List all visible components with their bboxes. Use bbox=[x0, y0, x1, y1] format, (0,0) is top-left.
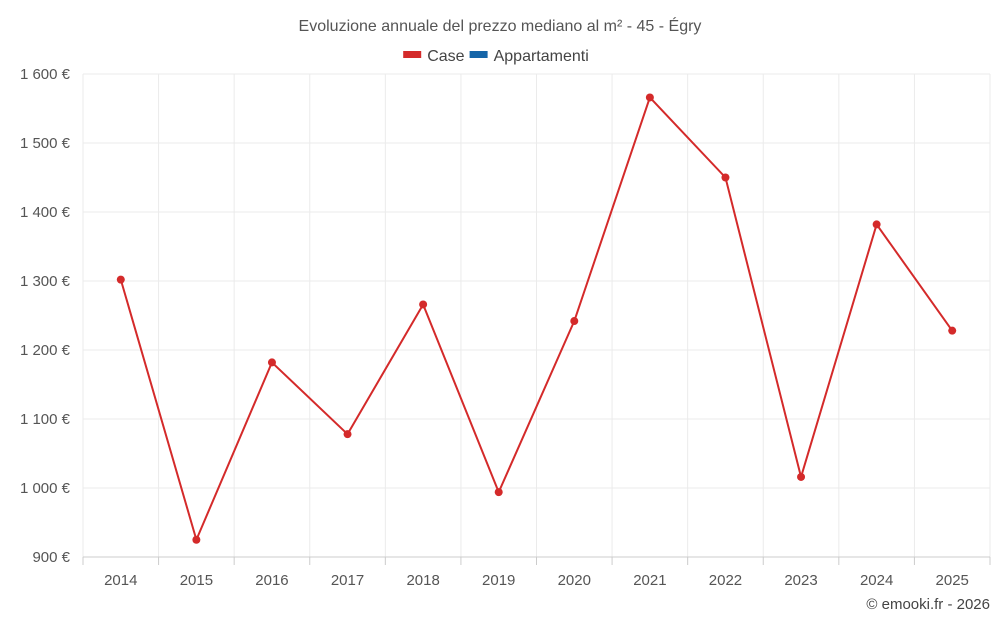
x-tick-label: 2014 bbox=[104, 572, 137, 589]
y-axis: 900 € 1 000 € 1 100 € 1 200 € 1 300 € 1 400 €… bbox=[20, 66, 71, 566]
x-tick-label: 2021 bbox=[633, 572, 666, 589]
x-tick-label: 2019 bbox=[482, 572, 515, 589]
legend-swatch-case bbox=[403, 51, 422, 58]
y-tick-label: 1 000 € bbox=[20, 480, 71, 497]
data-point[interactable] bbox=[948, 326, 957, 335]
data-point[interactable] bbox=[645, 93, 654, 102]
y-tick-label: 1 200 € bbox=[20, 342, 71, 359]
data-point[interactable] bbox=[343, 430, 352, 439]
series-line-case bbox=[119, 96, 954, 541]
y-tick-label: 1 300 € bbox=[20, 273, 71, 290]
data-point[interactable] bbox=[267, 358, 276, 367]
data-point[interactable] bbox=[570, 317, 579, 326]
credit-text: © emooki.fr - 2026 bbox=[866, 596, 990, 613]
x-axis: 2014 2015 2016 2017 2018 2019 2020 2021 2022 2023… bbox=[82, 556, 991, 589]
data-point[interactable] bbox=[419, 300, 428, 309]
y-tick-label: 1 500 € bbox=[20, 135, 71, 152]
data-point[interactable] bbox=[872, 220, 881, 229]
chart-title: Evoluzione annuale del prezzo mediano al… bbox=[299, 16, 702, 35]
data-point[interactable] bbox=[797, 472, 806, 481]
legend-item-appartamenti[interactable]: Appartamenti bbox=[494, 48, 589, 65]
series-layer bbox=[116, 93, 957, 544]
y-tick-label: 900 € bbox=[32, 549, 70, 566]
legend: Case Appartamenti bbox=[403, 48, 589, 65]
x-tick-label: 2022 bbox=[709, 572, 742, 589]
data-point[interactable] bbox=[116, 275, 125, 284]
y-tick-label: 1 100 € bbox=[20, 411, 71, 428]
data-point[interactable] bbox=[721, 173, 730, 182]
x-tick-label: 2024 bbox=[860, 572, 893, 589]
legend-item-case[interactable]: Case bbox=[427, 48, 464, 65]
x-tick-label: 2018 bbox=[406, 572, 439, 589]
legend-swatch-appartamenti bbox=[469, 51, 488, 58]
data-point[interactable] bbox=[494, 488, 503, 497]
y-tick-label: 1 600 € bbox=[20, 66, 71, 83]
x-tick-label: 2025 bbox=[936, 572, 969, 589]
x-tick-label: 2023 bbox=[784, 572, 817, 589]
x-tick-label: 2020 bbox=[558, 572, 591, 589]
grid bbox=[82, 73, 991, 558]
x-tick-label: 2017 bbox=[331, 572, 364, 589]
data-point[interactable] bbox=[192, 535, 201, 544]
x-tick-label: 2016 bbox=[255, 572, 288, 589]
x-tick-label: 2015 bbox=[180, 572, 213, 589]
y-tick-label: 1 400 € bbox=[20, 204, 71, 221]
